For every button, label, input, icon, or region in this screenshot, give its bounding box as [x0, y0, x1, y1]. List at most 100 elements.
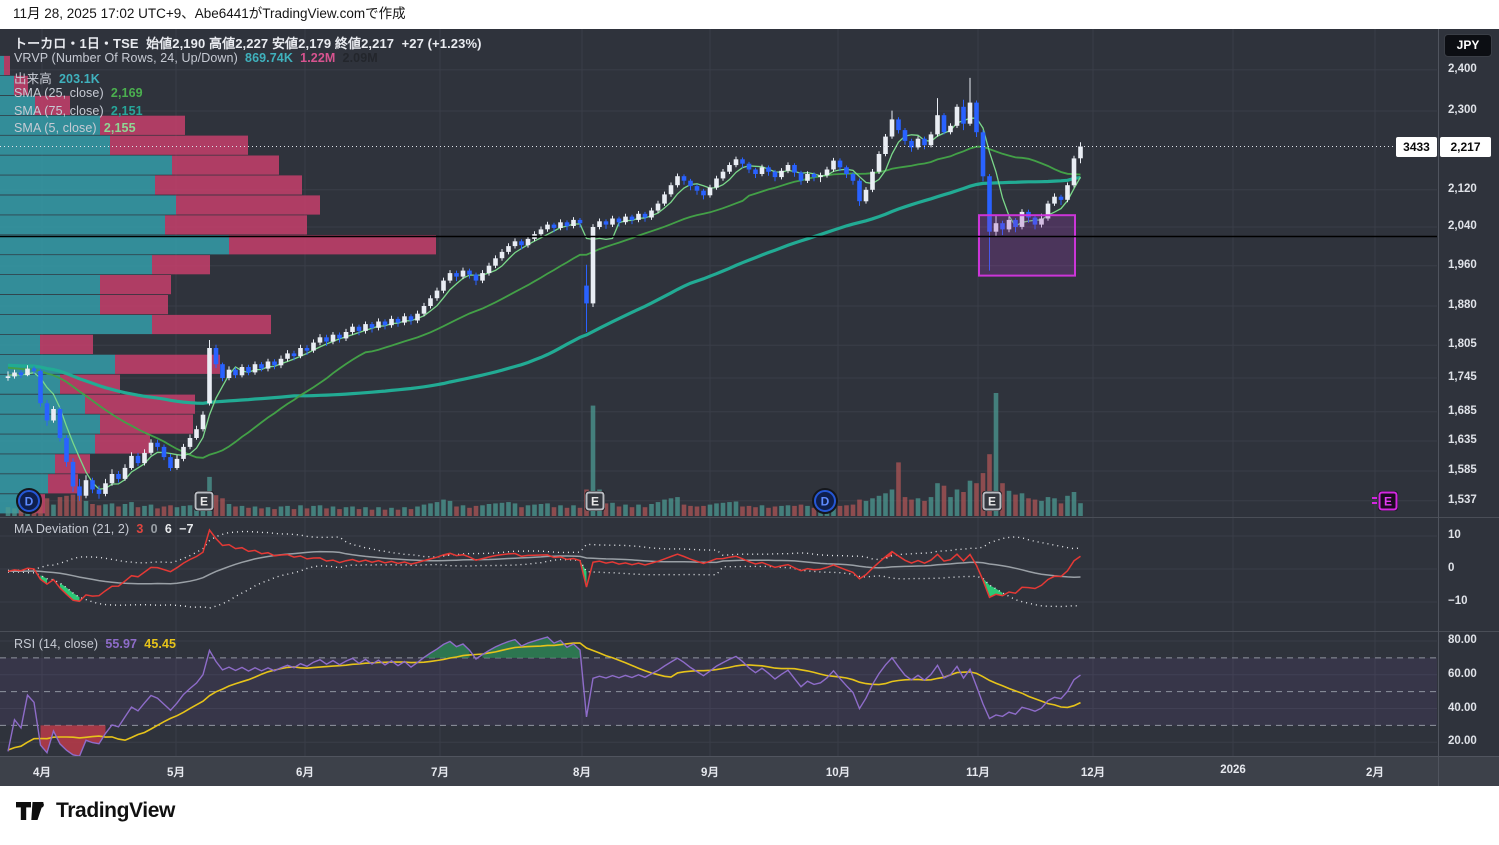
ma-dev-upper-value: 6: [164, 522, 172, 536]
time-axis-label: 12月: [1080, 767, 1106, 779]
sma25-value: 2,169: [110, 86, 143, 100]
sma75-line: [7, 175, 1081, 405]
rsi-value: 55.97: [105, 637, 138, 651]
time-axis-label: 6月: [296, 767, 314, 779]
price-tag-ticker: 3433: [1396, 137, 1437, 157]
ma-deviation-legend-row[interactable]: MA Deviation (21, 2) 3 0 6 −7: [14, 522, 194, 536]
rsi-line: [7, 636, 1081, 758]
earnings-badge[interactable]: E: [982, 491, 1002, 511]
time-axis-label: 2月: [1366, 767, 1384, 779]
currency-badge[interactable]: JPY: [1444, 34, 1492, 57]
ma-dev-mid-value: 0: [150, 522, 158, 536]
vrvp-down-value: 1.22M: [300, 51, 336, 65]
symbol-legend-row[interactable]: トーカロ・1日・TSE 始値2,190 高値2,227 安値2,179 終値2,…: [14, 33, 482, 52]
price-axis-tick: 1,585: [1448, 463, 1477, 476]
rsi-ma-value: 45.45: [144, 637, 177, 651]
change-value: +27 (+1.23%): [401, 36, 482, 51]
time-axis-label: 10月: [825, 767, 851, 779]
price-axis-tick: 1,685: [1448, 404, 1477, 417]
attribution-bar: 11月 28, 2025 17:02 UTC+9、Abe6441がTrading…: [0, 0, 1499, 29]
price-axis-tick: 2,300: [1448, 104, 1477, 116]
svg-text:E: E: [591, 495, 599, 509]
gridlines: [0, 29, 1437, 756]
svg-text:E: E: [1384, 495, 1392, 509]
price-axis-tick: 1,745: [1448, 371, 1477, 383]
tradingview-logo-icon: [16, 801, 44, 820]
rsi-axis-tick: 80.00: [1448, 634, 1477, 646]
dev-axis-tick: 10: [1448, 529, 1461, 541]
sma5-label: SMA (5, close): [14, 121, 97, 135]
time-axis-label: 5月: [167, 767, 185, 779]
price-axis-tick: 1,960: [1448, 258, 1477, 271]
ma-deviation-pane: [7, 528, 1081, 609]
price-axis-tick: 2,040: [1448, 219, 1477, 232]
volume-value: 203.1K: [58, 72, 100, 86]
price-tag-value: 2,217: [1440, 137, 1491, 157]
sma25-line: [7, 145, 1081, 459]
dividend-badge[interactable]: D: [812, 488, 838, 514]
rsi-axis-tick: 40.00: [1448, 701, 1477, 714]
price-axis-tick: 1,635: [1448, 433, 1477, 446]
dev-upper-band: [7, 530, 1081, 572]
sma75-value: 2,151: [110, 104, 143, 118]
earnings-badge[interactable]: E: [194, 491, 214, 511]
vrvp-label: VRVP (Number Of Rows, 24, Up/Down): [14, 51, 238, 65]
tradingview-link[interactable]: TradingView: [16, 799, 175, 823]
svg-text:D: D: [25, 495, 34, 509]
volume-label: 出来高: [14, 72, 52, 86]
time-axis-label: 4月: [33, 767, 51, 779]
ma-deviation-label: MA Deviation (21, 2): [14, 522, 130, 536]
time-axis-label: 11月: [966, 767, 990, 779]
earnings-upcoming-badge[interactable]: E: [1372, 491, 1398, 511]
sma75-label: SMA (75, close): [14, 104, 104, 118]
candles-layer[interactable]: [5, 77, 1083, 501]
rsi-axis-tick: 20.00: [1448, 735, 1477, 748]
vrvp-up-value: 869.74K: [245, 51, 293, 65]
rsi-legend-row[interactable]: RSI (14, close) 55.97 45.45: [14, 637, 176, 651]
sma25-legend-row[interactable]: SMA (25, close) 2,169: [14, 86, 143, 100]
main-pane: [0, 77, 1437, 516]
time-axis-label: 7月: [431, 767, 449, 779]
price-axis-tick: 1,537: [1448, 493, 1477, 506]
volume-legend-row[interactable]: 出来高 203.1K: [14, 68, 100, 87]
price-axis-tick: 2,120: [1448, 182, 1477, 195]
dev-axis-tick: 0: [1448, 562, 1455, 574]
vrvp-total-value: 2.09M: [342, 51, 378, 65]
rsi-pane: [0, 636, 1437, 758]
attribution-text: 11月 28, 2025 17:02 UTC+9、Abe6441がTrading…: [13, 6, 406, 21]
rsi-label: RSI (14, close): [14, 637, 99, 651]
sma5-value: 2,155: [103, 121, 136, 135]
ma-dev-value: 3: [136, 522, 144, 536]
dev-axis-tick: −10: [1448, 595, 1468, 607]
tradingview-wordmark: TradingView: [56, 799, 175, 822]
sma5-legend-row[interactable]: SMA (5, close) 2,155: [14, 121, 136, 135]
price-axis-tick: 1,880: [1448, 298, 1477, 311]
drawdown-box-annotation[interactable]: [978, 214, 1076, 277]
ohlc-values: 始値2,190 高値2,227 安値2,179 終値2,217: [146, 36, 395, 51]
price-axis-tick: 2,400: [1448, 62, 1477, 75]
dev-line: [7, 528, 1081, 603]
time-axis-label: 8月: [573, 767, 591, 779]
vrvp-legend-row[interactable]: VRVP (Number Of Rows, 24, Up/Down) 869.7…: [14, 51, 378, 65]
svg-text:E: E: [988, 495, 996, 509]
svg-text:D: D: [821, 495, 830, 509]
price-axis-tick: 1,805: [1448, 338, 1477, 351]
footer: TradingView: [0, 786, 1499, 845]
dividend-badge[interactable]: D: [16, 488, 42, 514]
rsi-ma-line: [7, 642, 1081, 751]
earnings-badge[interactable]: E: [585, 491, 605, 511]
dev-mid-line: [8, 550, 1081, 585]
ma-dev-lower-value: −7: [179, 522, 194, 536]
svg-text:E: E: [200, 495, 208, 509]
time-axis-label: 2026: [1220, 764, 1246, 776]
time-axis-label: 9月: [701, 767, 719, 779]
symbol-title: トーカロ・1日・TSE: [14, 36, 139, 51]
price-axis[interactable]: JPY 2,400 2,300 2,120 2,040 1,960 1,880 1,805 1…: [1438, 29, 1499, 786]
sma75-legend-row[interactable]: SMA (75, close) 2,151: [14, 104, 143, 118]
time-axis[interactable]: 4月 5月 6月 7月 8月 9月 10月 11月 12月 2026 2月: [0, 756, 1499, 786]
sma25-label: SMA (25, close): [14, 86, 104, 100]
chart-area: D E E D E E トーカロ・1日・TSE 始値2,190 高値2,227 安値2,1…: [0, 29, 1499, 786]
